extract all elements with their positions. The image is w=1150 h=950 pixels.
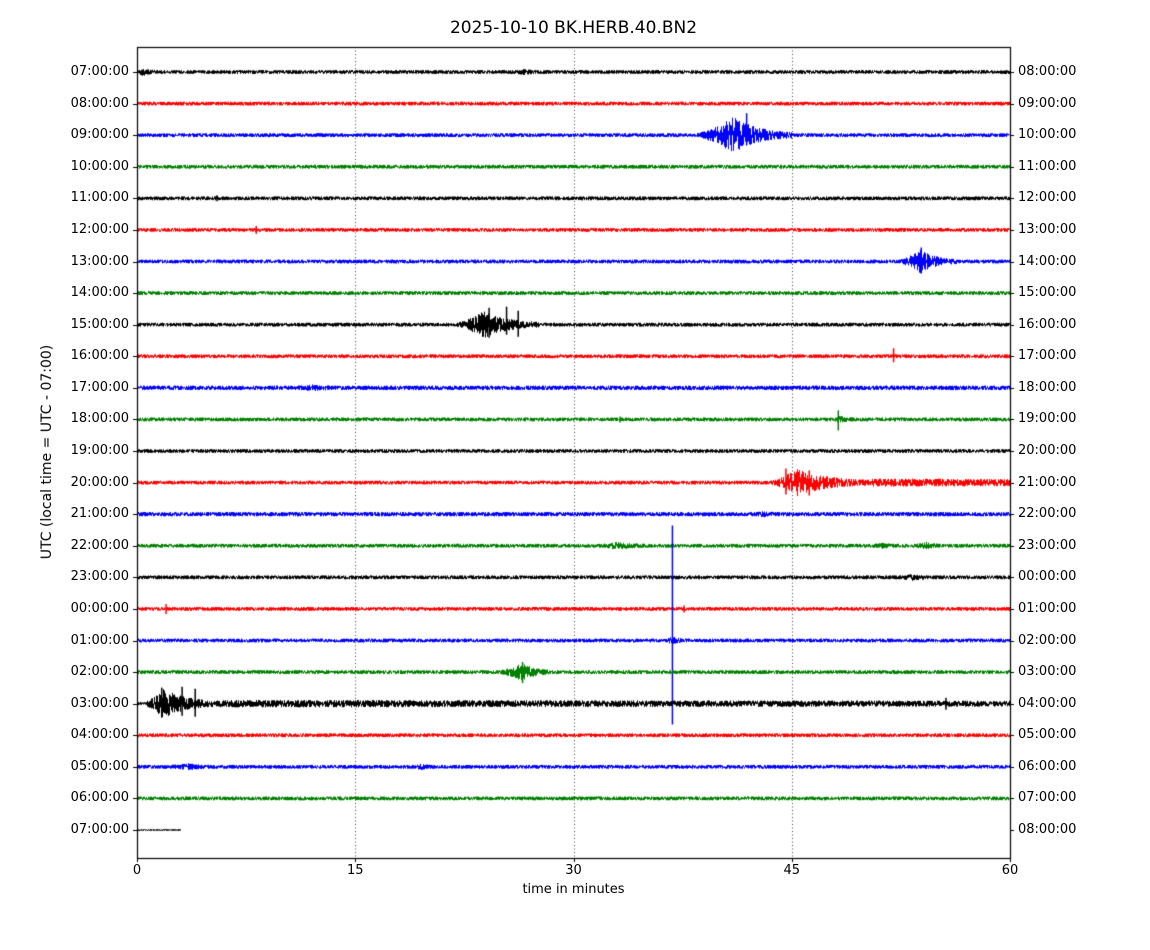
- row-left-time-label: 10:00:00: [70, 158, 129, 174]
- row-left-time-label: 09:00:00: [70, 127, 129, 143]
- row-left-time-label: 03:00:00: [70, 695, 129, 711]
- row-left-time-label: 23:00:00: [70, 569, 129, 585]
- row-right-time-label: 13:00:00: [1018, 221, 1077, 237]
- row-right-time-label: 23:00:00: [1018, 537, 1077, 553]
- row-right-time-label: 06:00:00: [1018, 758, 1077, 774]
- row-right-time-label: 12:00:00: [1018, 190, 1077, 206]
- row-left-time-label: 21:00:00: [70, 506, 129, 522]
- x-tick-label: 45: [783, 863, 801, 878]
- row-left-time-label: 05:00:00: [70, 758, 129, 774]
- row-left-time-label: 02:00:00: [70, 664, 129, 680]
- row-right-time-label: 16:00:00: [1018, 316, 1077, 332]
- row-right-time-label: 15:00:00: [1018, 285, 1077, 301]
- row-right-time-label: 14:00:00: [1018, 253, 1077, 269]
- row-right-time-label: 17:00:00: [1018, 348, 1077, 364]
- chart-title: 2025-10-10 BK.HERB.40.BN2: [449, 18, 698, 38]
- row-right-time-label: 20:00:00: [1018, 443, 1077, 458]
- row-left-time-label: 06:00:00: [70, 790, 129, 806]
- row-left-time-label: 07:00:00: [70, 822, 129, 837]
- row-left-time-label: 11:00:00: [70, 190, 129, 206]
- row-right-time-label: 05:00:00: [1018, 727, 1077, 743]
- row-right-time-label: 04:00:00: [1018, 695, 1077, 711]
- x-tick-label: 60: [1001, 863, 1019, 878]
- row-left-time-label: 08:00:00: [70, 95, 129, 111]
- x-tick-label: 15: [346, 863, 364, 878]
- row-right-time-label: 02:00:00: [1018, 632, 1077, 648]
- row-left-time-label: 01:00:00: [70, 632, 129, 648]
- row-left-time-label: 14:00:00: [70, 285, 129, 301]
- row-right-time-label: 07:00:00: [1018, 790, 1077, 806]
- row-left-time-label: 22:00:00: [70, 537, 129, 553]
- row-left-time-label: 20:00:00: [70, 474, 129, 490]
- x-axis-label: time in minutes: [522, 882, 625, 897]
- row-right-time-label: 18:00:00: [1018, 379, 1077, 395]
- row-right-time-label: 22:00:00: [1018, 506, 1077, 522]
- row-left-time-label: 17:00:00: [70, 379, 129, 395]
- row-left-time-label: 12:00:00: [70, 221, 129, 237]
- x-tick-label: 0: [132, 863, 142, 878]
- x-tick-label: 30: [565, 863, 582, 878]
- row-left-time-label: 15:00:00: [70, 316, 129, 332]
- row-right-time-label: 08:00:00: [1018, 64, 1077, 79]
- row-right-time-label: 11:00:00: [1018, 158, 1077, 174]
- row-right-time-label: 19:00:00: [1018, 411, 1077, 427]
- row-left-time-label: 13:00:00: [70, 253, 129, 269]
- row-right-time-label: 21:00:00: [1018, 474, 1077, 490]
- row-right-time-label: 08:00:00: [1018, 822, 1077, 837]
- row-right-time-label: 00:00:00: [1018, 569, 1077, 585]
- row-right-time-label: 01:00:00: [1018, 600, 1077, 616]
- row-left-time-label: 19:00:00: [70, 443, 129, 458]
- row-right-time-label: 03:00:00: [1018, 664, 1077, 680]
- row-right-time-label: 10:00:00: [1018, 127, 1077, 143]
- row-left-time-label: 04:00:00: [70, 727, 129, 743]
- row-left-time-label: 00:00:00: [70, 600, 129, 616]
- row-left-time-label: 16:00:00: [70, 348, 129, 364]
- row-right-time-label: 09:00:00: [1018, 95, 1077, 111]
- row-left-time-label: 18:00:00: [70, 411, 129, 427]
- row-left-time-label: 07:00:00: [70, 64, 129, 79]
